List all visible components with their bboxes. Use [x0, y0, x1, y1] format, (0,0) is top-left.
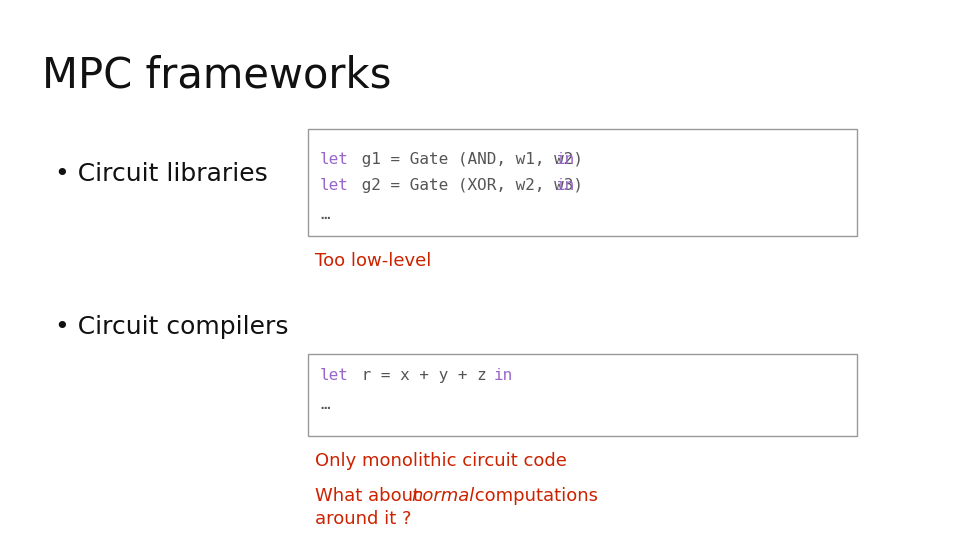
Text: let: let — [320, 368, 348, 383]
Text: MPC frameworks: MPC frameworks — [42, 55, 392, 97]
Text: Only monolithic circuit code: Only monolithic circuit code — [315, 452, 566, 470]
Text: Too low-level: Too low-level — [315, 252, 431, 270]
Text: What about: What about — [315, 487, 425, 505]
Text: around it ?: around it ? — [315, 510, 412, 528]
Text: let: let — [320, 178, 348, 193]
Text: normal: normal — [411, 487, 474, 505]
Text: g1 = Gate (AND, w1, w2): g1 = Gate (AND, w1, w2) — [351, 152, 592, 167]
Text: let: let — [320, 152, 348, 167]
Text: g2 = Gate (XOR, w2, w3): g2 = Gate (XOR, w2, w3) — [351, 178, 592, 193]
Text: computations: computations — [468, 487, 597, 505]
Text: in: in — [493, 368, 513, 383]
Text: • Circuit compilers: • Circuit compilers — [55, 315, 289, 339]
Text: r = x + y + z: r = x + y + z — [351, 368, 496, 383]
Text: …: … — [320, 207, 329, 222]
Text: in: in — [555, 178, 574, 193]
Text: in: in — [555, 152, 574, 167]
Text: …: … — [320, 397, 329, 412]
Text: • Circuit libraries: • Circuit libraries — [55, 162, 268, 186]
